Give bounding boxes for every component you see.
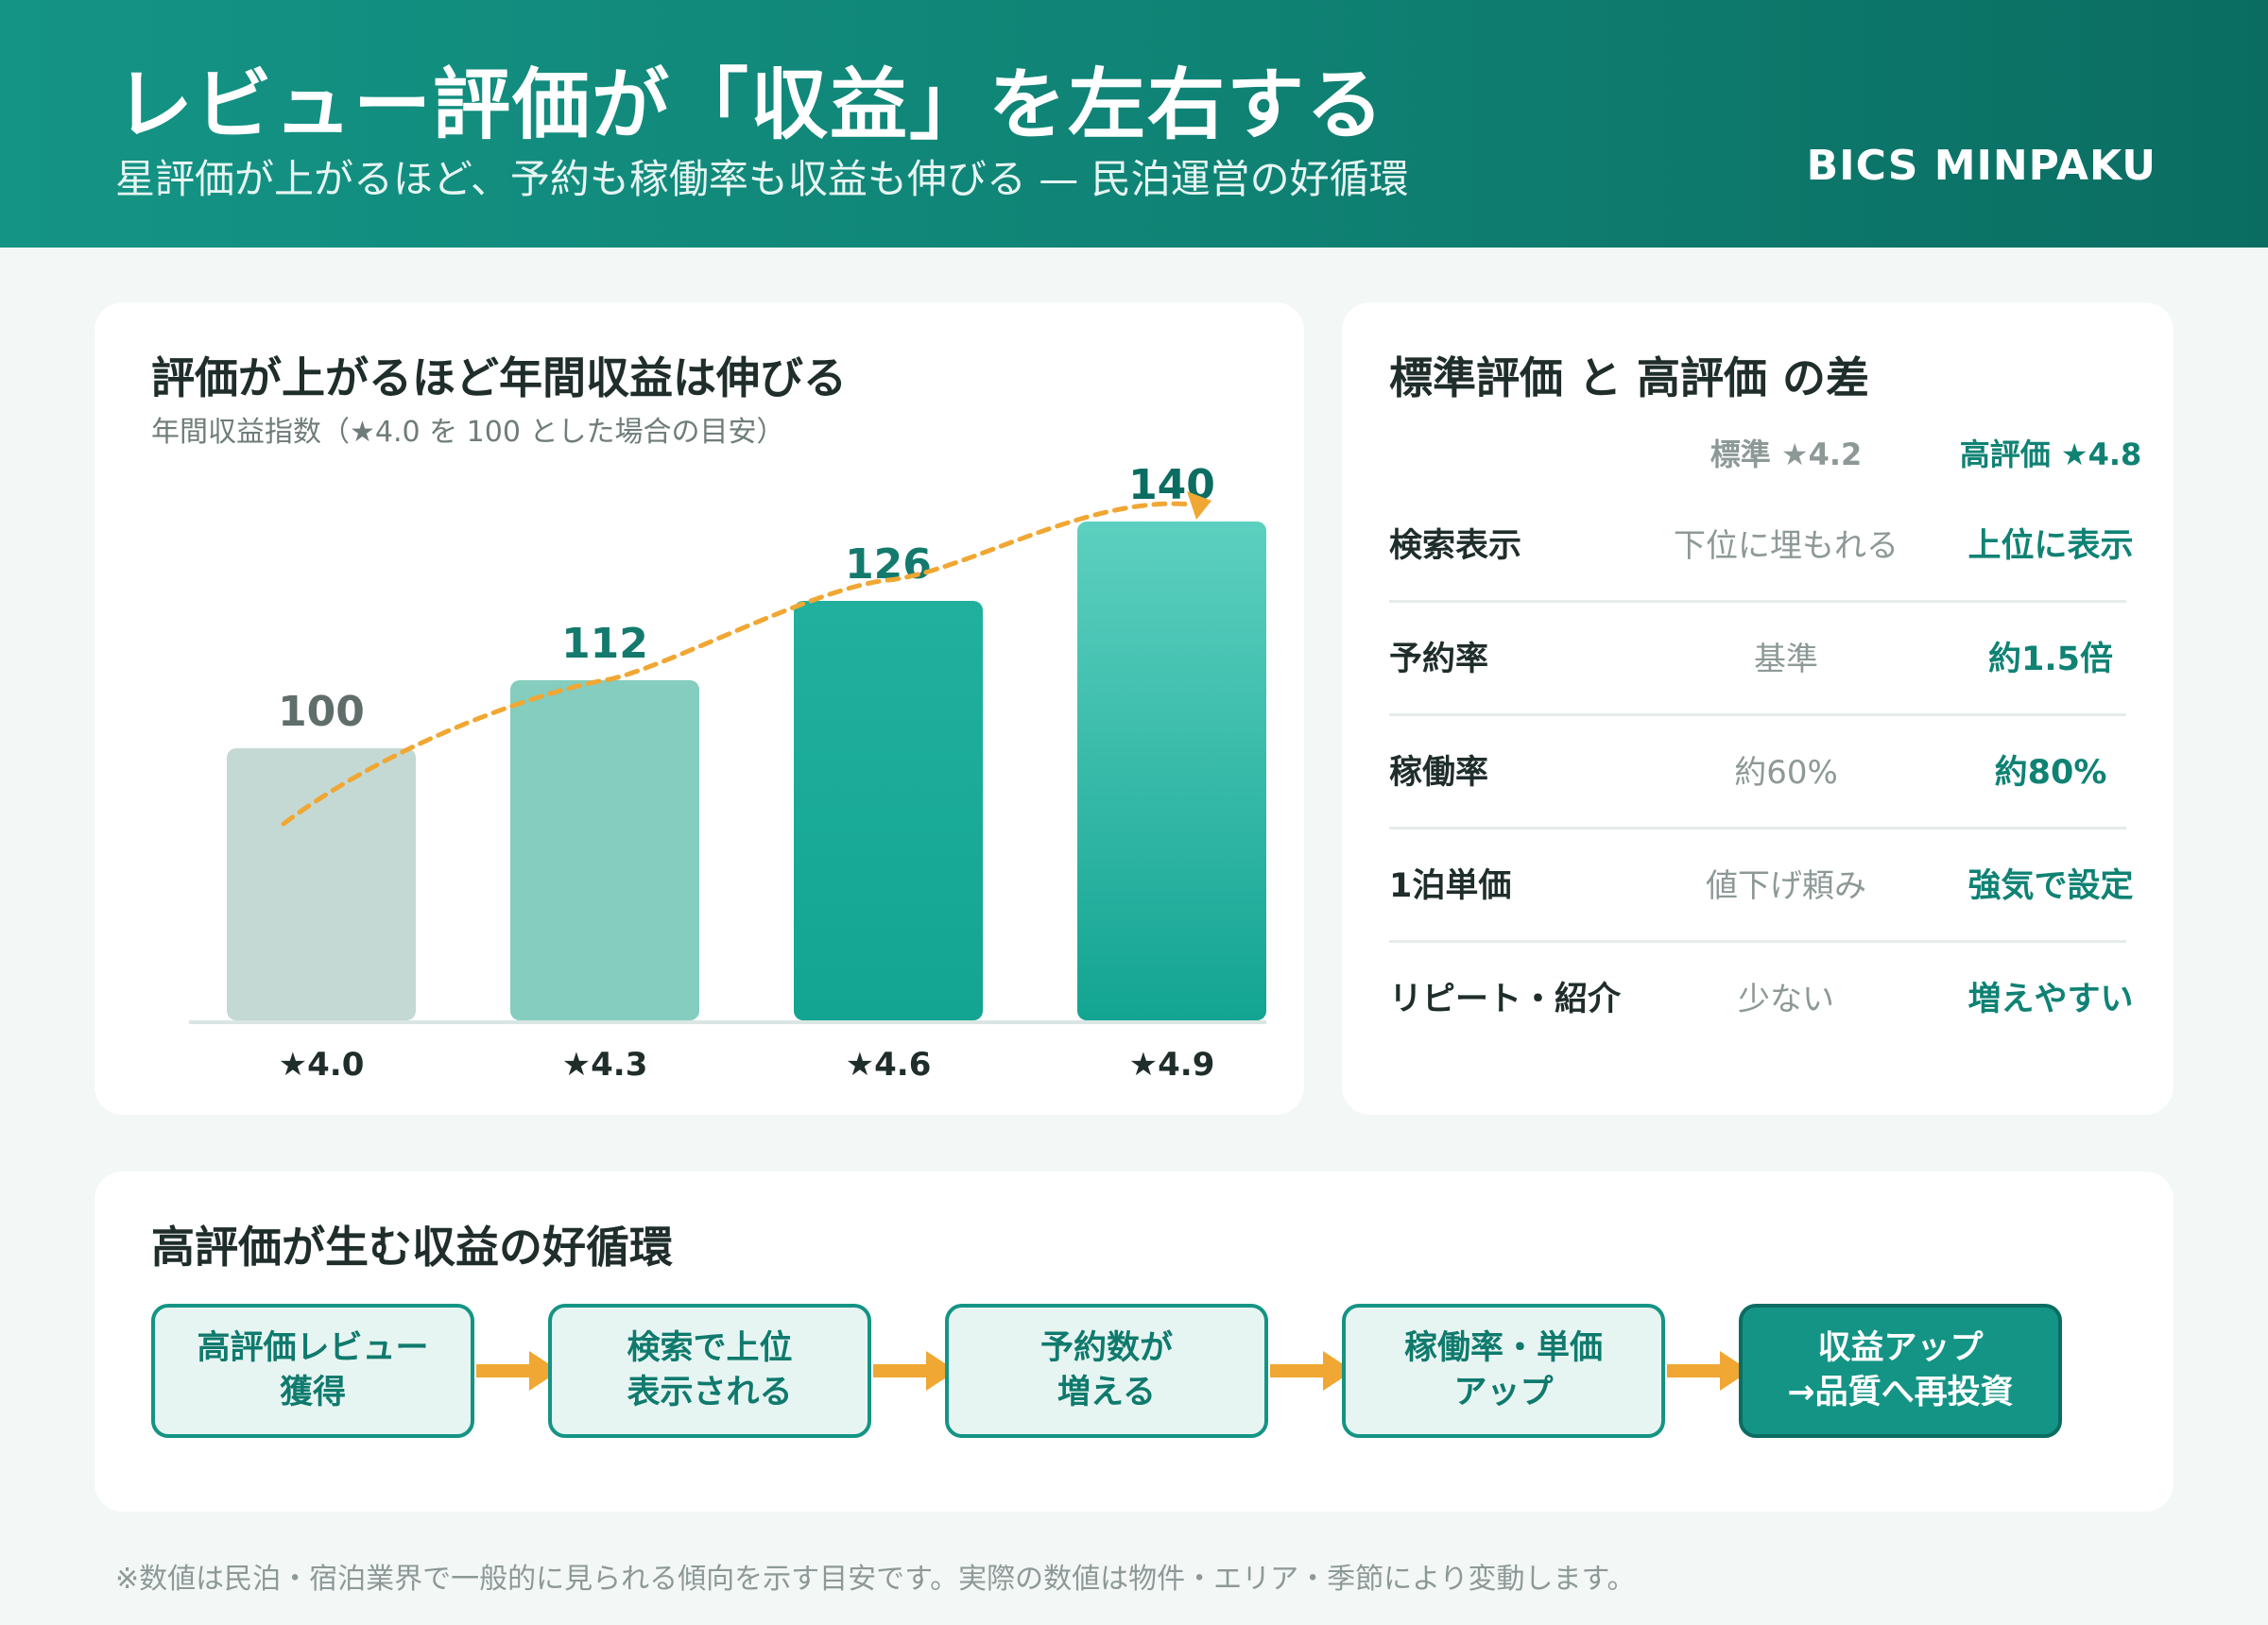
- row-standard-value: 値下げ頼み: [1706, 867, 1866, 905]
- page-subtitle: 星評価が上がるほど、予約も稼働率も収益も伸びる — 民泊運営の好循環: [115, 156, 1409, 202]
- row-label: リピート・紹介: [1389, 981, 1622, 1018]
- row-high-value: 強気で設定: [1967, 867, 2134, 905]
- step-line1: 検索で上位: [627, 1328, 793, 1367]
- trend-line: [281, 501, 1194, 827]
- bar-1: [510, 680, 699, 1020]
- chart-title: 評価が上がるほど年間収益は伸びる: [151, 352, 847, 403]
- step-line1: 高評価レビュー: [197, 1328, 429, 1367]
- comparison-row-search: 検索表示 下位に埋もれる 上位に表示: [1389, 489, 2134, 603]
- cycle-step-search-rank: 検索で上位表示される: [548, 1304, 871, 1438]
- cycle-step-high-reviews: 高評価レビュー 獲得: [151, 1304, 474, 1438]
- row-divider: [1389, 600, 2126, 603]
- footnote: ※数値は民泊・宿泊業界で一般的に見られる傾向を示す目安です。実際の数値は物件・エ…: [115, 1563, 1636, 1596]
- brand-logo: BICS MINPAKU: [1806, 142, 2156, 190]
- comparison-row-occupancy: 稼働率 約60% 約80%: [1389, 716, 2126, 830]
- cycle-step-revenue-reinvest: 収益アップ →品質へ再投資: [1739, 1304, 2062, 1438]
- step-line1: 稼働率・単価: [1403, 1328, 1603, 1367]
- comparison-card: 標準評価 と 高評価 の差 標準 ★4.2 高評価 ★4.8 検索表示 下位に埋…: [1342, 302, 2174, 1115]
- row-high-value: 約80%: [1994, 754, 2107, 792]
- value-label-0: 100: [278, 688, 365, 736]
- category-label-2: ★4.6: [846, 1046, 932, 1084]
- step-line2: 増える: [1057, 1374, 1156, 1411]
- row-label: 検索表示: [1389, 527, 1522, 565]
- category-label-3: ★4.9: [1129, 1046, 1215, 1084]
- row-standard-value: 約60%: [1734, 754, 1838, 792]
- arrow-right-icon: [873, 1351, 956, 1391]
- row-divider: [1389, 713, 2126, 716]
- arrow-right-icon: [476, 1351, 559, 1391]
- step-line2: 表示される: [627, 1374, 793, 1411]
- cycle-step-occupancy-price-up: 稼働率・単価 アップ: [1342, 1304, 1665, 1438]
- column-header-high: 高評価 ★4.8: [1959, 436, 2142, 472]
- row-label: 稼働率: [1389, 754, 1489, 792]
- comparison-row-repeat-referral: リピート・紹介 少ない 増えやすい: [1389, 943, 2134, 1056]
- row-standard-value: 下位に埋もれる: [1674, 527, 1899, 565]
- row-high-value: 上位に表示: [1967, 527, 2134, 565]
- category-label-0: ★4.0: [279, 1046, 365, 1084]
- row-standard-value: 少ない: [1738, 981, 1834, 1018]
- step-line1: 収益アップ: [1817, 1328, 1984, 1367]
- comparison-title: 標準評価 と 高評価 の差: [1389, 352, 1870, 403]
- row-standard-value: 基準: [1754, 641, 1818, 678]
- cycle-step-more-bookings: 予約数が 増える: [945, 1304, 1268, 1438]
- category-label-1: ★4.3: [562, 1046, 648, 1084]
- bar-3: [1077, 522, 1266, 1020]
- cycle-title: 高評価が生む収益の好循環: [151, 1222, 673, 1273]
- step-line2: →品質へ再投資: [1787, 1374, 2014, 1411]
- page-title: レビュー評価が「収益」を左右する: [115, 60, 1386, 150]
- revenue-chart-card: 評価が上がるほど年間収益は伸びる 年間収益指数（★4.0 を 100 とした場合…: [94, 302, 1304, 1115]
- arrow-right-icon: [1270, 1351, 1353, 1391]
- row-high-value: 約1.5倍: [1987, 641, 2113, 678]
- row-high-value: 増えやすい: [1967, 981, 2134, 1018]
- step-line1: 予約数が: [1040, 1328, 1173, 1367]
- bar-2: [794, 601, 983, 1020]
- trend-arrowhead: [1187, 491, 1211, 520]
- header-banner: レビュー評価が「収益」を左右する 星評価が上がるほど、予約も稼働率も収益も伸びる…: [0, 0, 2268, 248]
- step-line2: アップ: [1453, 1374, 1554, 1411]
- bar-0: [227, 748, 416, 1020]
- row-label: 予約率: [1389, 641, 1489, 678]
- virtuous-cycle-card: 高評価が生む収益の好循環 高評価レビュー 獲得 検索で上位表示される 予約数が増え…: [94, 1172, 2174, 1512]
- row-divider: [1389, 940, 2126, 943]
- comparison-row-nightly-rate: 1泊単価 値下げ頼み 強気で設定: [1389, 830, 2134, 943]
- comparison-row-booking-rate: 予約率 基準 約1.5倍: [1389, 603, 2126, 716]
- row-divider: [1389, 827, 2126, 830]
- step-line2: 獲得: [279, 1374, 346, 1411]
- value-label-1: 112: [561, 620, 648, 668]
- chart-subtitle: 年間収益指数（★4.0 を 100 とした場合の目安）: [151, 416, 785, 449]
- arrow-right-icon: [1667, 1351, 1750, 1391]
- column-header-standard: 標準 ★4.2: [1710, 436, 1863, 472]
- row-label: 1泊単価: [1389, 867, 1512, 905]
